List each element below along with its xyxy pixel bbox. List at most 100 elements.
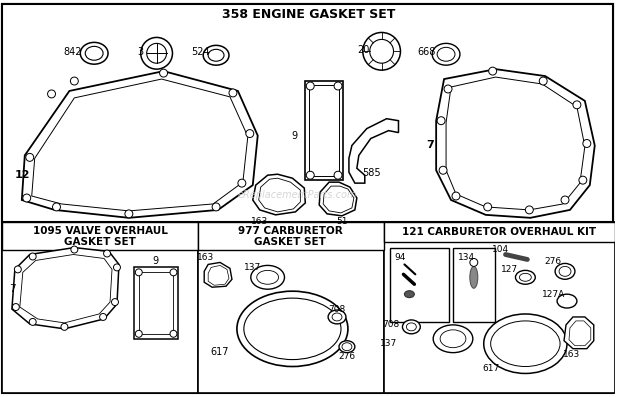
Circle shape	[334, 171, 342, 179]
Ellipse shape	[555, 264, 575, 279]
Ellipse shape	[141, 37, 172, 69]
Polygon shape	[253, 174, 305, 215]
Polygon shape	[20, 254, 112, 323]
Ellipse shape	[484, 314, 567, 374]
Polygon shape	[12, 248, 119, 329]
Text: 7: 7	[427, 141, 434, 150]
Text: 842: 842	[63, 47, 82, 57]
Circle shape	[26, 153, 33, 161]
Circle shape	[113, 264, 120, 271]
Bar	[198, 222, 384, 393]
Ellipse shape	[515, 270, 535, 284]
Text: 585: 585	[362, 168, 381, 178]
Circle shape	[484, 203, 492, 211]
Circle shape	[306, 82, 314, 90]
Text: 20: 20	[358, 45, 370, 55]
Ellipse shape	[490, 321, 560, 366]
Ellipse shape	[328, 310, 346, 324]
Circle shape	[135, 330, 142, 337]
Text: 163: 163	[197, 253, 214, 262]
Text: 3: 3	[138, 47, 144, 57]
Circle shape	[238, 179, 246, 187]
Bar	[134, 268, 179, 339]
Circle shape	[437, 117, 445, 125]
Circle shape	[100, 314, 107, 320]
Text: 121 CARBURETOR OVERHAUL KIT: 121 CARBURETOR OVERHAUL KIT	[402, 227, 596, 237]
Polygon shape	[349, 119, 399, 183]
Ellipse shape	[402, 320, 420, 334]
Circle shape	[561, 196, 569, 204]
Ellipse shape	[203, 45, 229, 65]
Ellipse shape	[257, 270, 278, 284]
Circle shape	[489, 67, 497, 75]
Circle shape	[334, 82, 342, 90]
Bar	[384, 222, 614, 393]
Ellipse shape	[432, 43, 460, 65]
Ellipse shape	[237, 291, 348, 366]
Ellipse shape	[437, 47, 455, 61]
Circle shape	[112, 299, 118, 306]
Text: 134: 134	[458, 252, 475, 262]
Ellipse shape	[147, 43, 167, 63]
Ellipse shape	[557, 294, 577, 308]
Polygon shape	[259, 178, 300, 212]
Ellipse shape	[370, 39, 394, 63]
Text: 668: 668	[417, 47, 435, 57]
Polygon shape	[32, 79, 248, 211]
Text: 7: 7	[9, 284, 16, 294]
Bar	[2, 4, 613, 222]
Polygon shape	[569, 321, 591, 346]
Polygon shape	[319, 182, 357, 216]
Ellipse shape	[433, 325, 473, 353]
Text: 617: 617	[210, 347, 229, 357]
Circle shape	[29, 318, 36, 326]
Circle shape	[23, 194, 31, 202]
Circle shape	[212, 203, 220, 211]
Text: 708: 708	[329, 304, 346, 314]
Circle shape	[229, 89, 237, 97]
Polygon shape	[446, 77, 585, 210]
Ellipse shape	[440, 330, 466, 348]
Text: 127A: 127A	[541, 290, 565, 299]
Ellipse shape	[520, 274, 531, 281]
Bar	[2, 222, 198, 393]
Polygon shape	[323, 186, 354, 213]
Text: 137: 137	[380, 339, 397, 348]
Ellipse shape	[363, 33, 401, 70]
Circle shape	[125, 210, 133, 218]
Circle shape	[170, 269, 177, 276]
Text: 12: 12	[15, 170, 30, 180]
Polygon shape	[22, 71, 258, 218]
Circle shape	[71, 246, 78, 253]
Text: 358 ENGINE GASKET SET: 358 ENGINE GASKET SET	[221, 8, 395, 21]
Ellipse shape	[250, 266, 285, 289]
Circle shape	[306, 171, 314, 179]
Circle shape	[159, 69, 167, 77]
Ellipse shape	[208, 49, 224, 61]
Ellipse shape	[407, 323, 416, 331]
Ellipse shape	[244, 298, 341, 360]
Circle shape	[539, 77, 547, 85]
Ellipse shape	[559, 266, 571, 276]
Circle shape	[525, 206, 533, 214]
Circle shape	[12, 304, 19, 310]
Bar	[384, 222, 614, 242]
Text: 977 CARBURETOR
GASKET SET: 977 CARBURETOR GASKET SET	[238, 226, 343, 247]
Circle shape	[29, 253, 36, 260]
Ellipse shape	[470, 266, 478, 288]
Text: 524: 524	[191, 47, 210, 57]
Text: 617: 617	[482, 364, 499, 373]
Text: 708: 708	[382, 320, 399, 330]
Ellipse shape	[404, 291, 414, 298]
Circle shape	[14, 266, 21, 273]
Bar	[389, 248, 449, 322]
Bar	[453, 248, 495, 322]
Circle shape	[48, 90, 56, 98]
Ellipse shape	[339, 341, 355, 353]
Polygon shape	[204, 262, 232, 287]
Circle shape	[573, 101, 581, 109]
Text: 94: 94	[394, 252, 406, 262]
Ellipse shape	[85, 46, 103, 60]
Polygon shape	[436, 69, 595, 218]
Circle shape	[452, 192, 460, 200]
